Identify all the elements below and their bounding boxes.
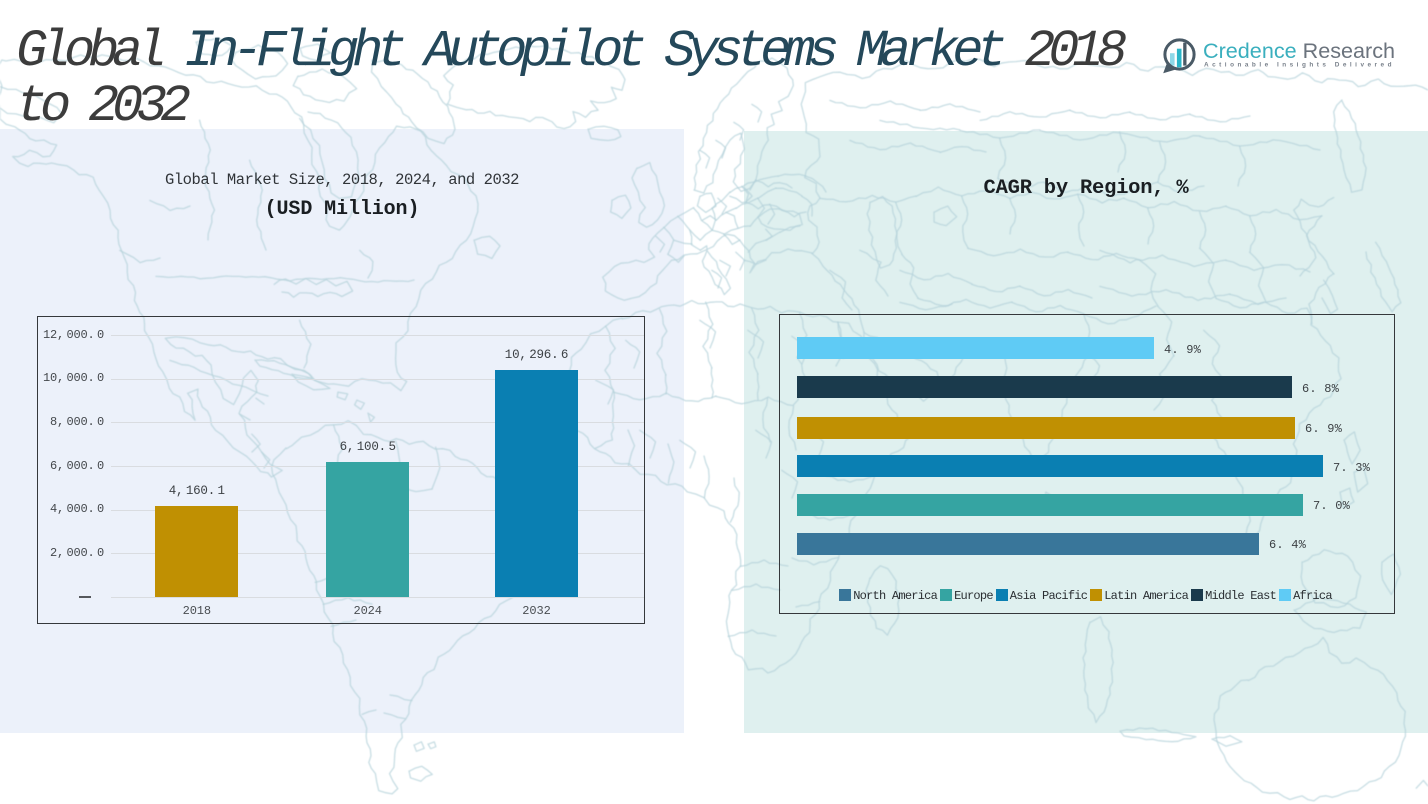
svg-text:Credence Research: Credence Research (1203, 38, 1395, 63)
svg-text:Actionable Insights Delivered: Actionable Insights Delivered (1204, 62, 1395, 69)
